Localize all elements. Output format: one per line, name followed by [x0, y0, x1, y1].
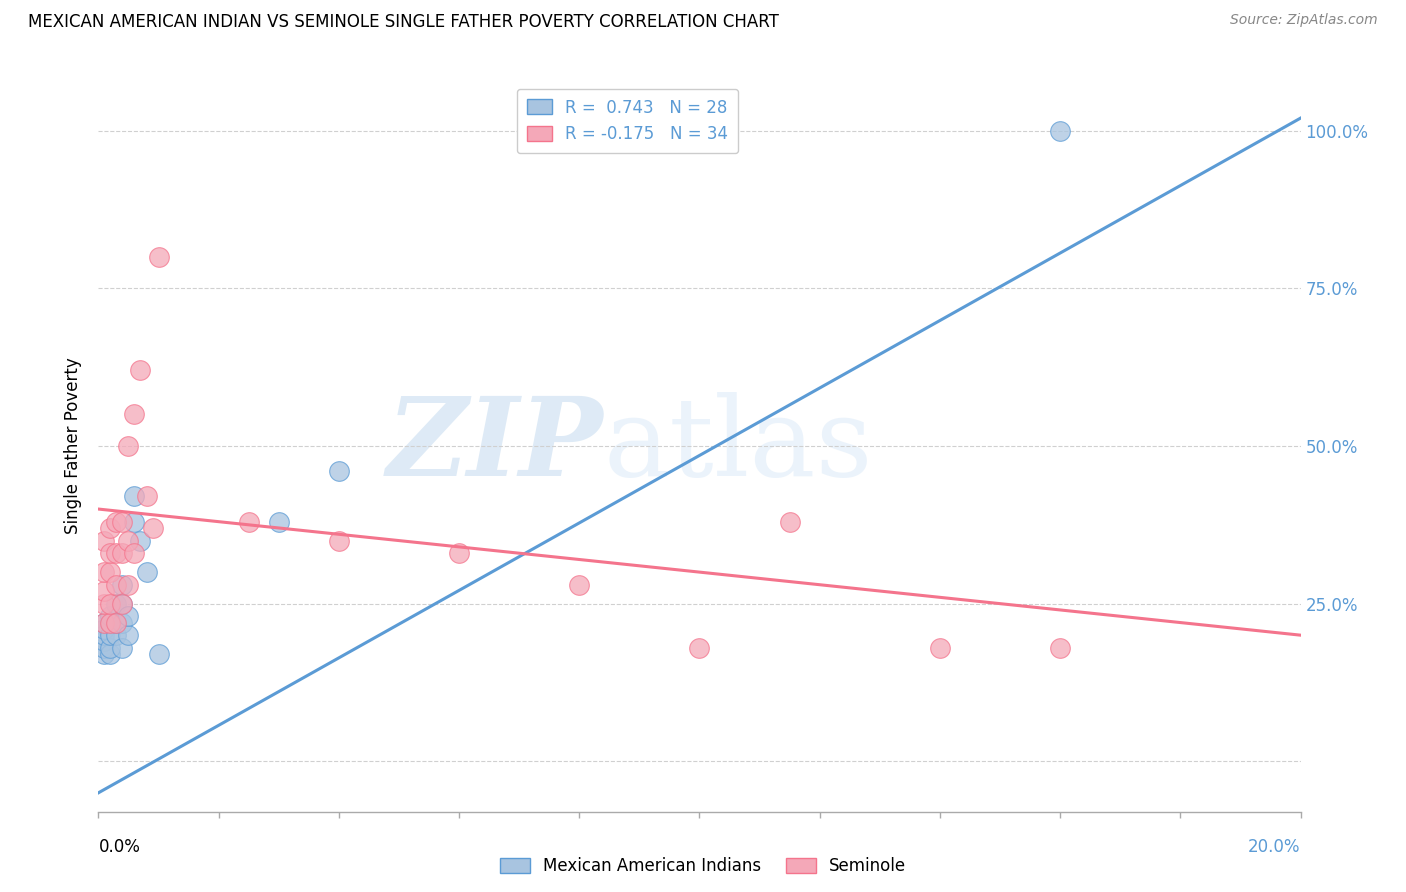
Point	[105, 515, 128, 529]
Point	[111, 640, 134, 655]
Text: 20.0%: 20.0%	[1249, 838, 1301, 856]
Text: 0.0%: 0.0%	[98, 838, 141, 856]
Point	[111, 597, 134, 611]
Point	[328, 464, 350, 478]
Point	[447, 546, 470, 560]
Point	[135, 565, 157, 579]
Text: atlas: atlas	[603, 392, 873, 500]
Point	[100, 647, 122, 661]
Point	[267, 515, 290, 529]
Point	[105, 628, 128, 642]
Point	[111, 515, 134, 529]
Point	[117, 439, 139, 453]
Point	[135, 490, 157, 504]
Point	[100, 615, 122, 630]
Point	[568, 578, 591, 592]
Point	[105, 615, 128, 630]
Point	[93, 622, 115, 636]
Point	[124, 408, 146, 422]
Legend: R =  0.743   N = 28, R = -0.175   N = 34: R = 0.743 N = 28, R = -0.175 N = 34	[516, 88, 738, 153]
Point	[148, 250, 170, 264]
Point	[105, 597, 128, 611]
Point	[93, 615, 115, 630]
Point	[117, 609, 139, 624]
Point	[1049, 124, 1071, 138]
Point	[100, 521, 122, 535]
Point	[93, 640, 115, 655]
Text: MEXICAN AMERICAN INDIAN VS SEMINOLE SINGLE FATHER POVERTY CORRELATION CHART: MEXICAN AMERICAN INDIAN VS SEMINOLE SING…	[28, 13, 779, 31]
Point	[111, 546, 134, 560]
Point	[129, 533, 152, 548]
Point	[1049, 640, 1071, 655]
Point	[105, 578, 128, 592]
Point	[93, 533, 115, 548]
Point	[124, 515, 146, 529]
Point	[93, 634, 115, 648]
Point	[93, 628, 115, 642]
Point	[93, 647, 115, 661]
Point	[779, 515, 801, 529]
Point	[141, 521, 163, 535]
Point	[100, 546, 122, 560]
Point	[100, 609, 122, 624]
Point	[105, 546, 128, 560]
Point	[124, 546, 146, 560]
Point	[111, 578, 134, 592]
Point	[111, 615, 134, 630]
Point	[929, 640, 952, 655]
Point	[100, 597, 122, 611]
Y-axis label: Single Father Poverty: Single Father Poverty	[65, 358, 83, 534]
Point	[100, 565, 122, 579]
Point	[117, 578, 139, 592]
Point	[100, 615, 122, 630]
Legend: Mexican American Indians, Seminole: Mexican American Indians, Seminole	[494, 851, 912, 882]
Point	[124, 490, 146, 504]
Point	[117, 533, 139, 548]
Point	[689, 640, 711, 655]
Point	[129, 363, 152, 377]
Point	[328, 533, 350, 548]
Point	[111, 597, 134, 611]
Text: ZIP: ZIP	[387, 392, 603, 500]
Point	[93, 584, 115, 599]
Point	[105, 615, 128, 630]
Point	[100, 640, 122, 655]
Point	[117, 628, 139, 642]
Point	[93, 565, 115, 579]
Point	[93, 597, 115, 611]
Point	[148, 647, 170, 661]
Point	[238, 515, 260, 529]
Point	[100, 628, 122, 642]
Point	[93, 615, 115, 630]
Text: Source: ZipAtlas.com: Source: ZipAtlas.com	[1230, 13, 1378, 28]
